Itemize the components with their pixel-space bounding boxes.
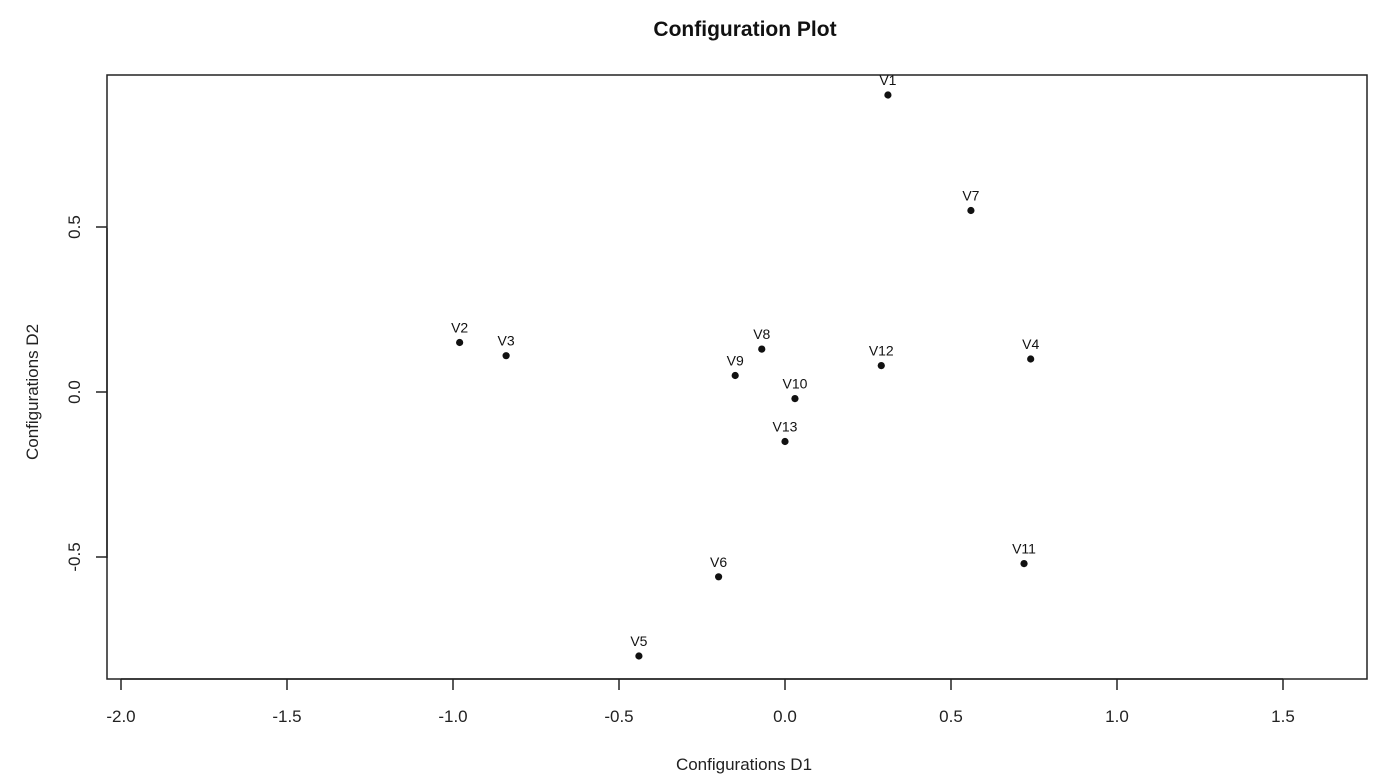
point-v11 (1020, 560, 1028, 568)
point-v9 (731, 371, 739, 380)
point-label-v2: V2 (451, 320, 468, 336)
point-v4 (1027, 355, 1035, 363)
point-v2 (456, 338, 464, 347)
point-v3 (502, 352, 510, 360)
point-v5 (635, 652, 643, 660)
data-points: V1 V2 V3 V4 V5 V6 V7 V8 V9 V10 V11 V12 V13 (451, 72, 1039, 660)
point-label-v7: V7 (962, 188, 979, 204)
x-tick-label: 1.5 (1271, 707, 1295, 726)
x-tick-label: 1.0 (1105, 707, 1129, 726)
point-label-v8: V8 (753, 326, 770, 342)
point-v6 (715, 573, 723, 581)
point-label-v10: V10 (782, 376, 807, 392)
point-label-v13: V13 (773, 419, 798, 435)
point-label-v12: V12 (869, 343, 894, 359)
point-label-v6: V6 (710, 554, 727, 570)
x-axis: -2.0 -1.5 -1.0 -0.5 0.0 0.5 1.0 1.5 (106, 678, 1295, 726)
point-v7 (967, 206, 975, 215)
y-tick-label: 0.5 (65, 215, 84, 239)
point-v13 (781, 437, 789, 446)
x-tick-label: 0.0 (773, 707, 797, 726)
chart-title: Configuration Plot (653, 18, 836, 41)
point-label-v1: V1 (879, 72, 896, 88)
x-tick-label: -0.5 (604, 707, 633, 726)
y-axis: -0.5 0.0 0.5 (65, 215, 108, 572)
point-label-v4: V4 (1022, 336, 1039, 352)
point-label-v3: V3 (498, 333, 515, 349)
x-axis-label: Configurations D1 (676, 755, 812, 774)
point-label-v5: V5 (630, 633, 647, 649)
x-tick-label: -2.0 (106, 707, 135, 726)
y-tick-label: 0.0 (65, 380, 84, 404)
y-axis-label: Configurations D2 (23, 324, 42, 460)
x-tick-label: -1.5 (272, 707, 301, 726)
point-v8 (758, 345, 766, 353)
point-v12 (877, 362, 885, 370)
point-label-v11: V11 (1012, 541, 1036, 557)
x-tick-label: 0.5 (939, 707, 963, 726)
point-v1 (884, 91, 892, 99)
point-label-v9: V9 (727, 353, 744, 369)
y-tick-label: -0.5 (65, 542, 84, 571)
x-tick-label: -1.0 (438, 707, 467, 726)
point-v10 (791, 395, 799, 403)
